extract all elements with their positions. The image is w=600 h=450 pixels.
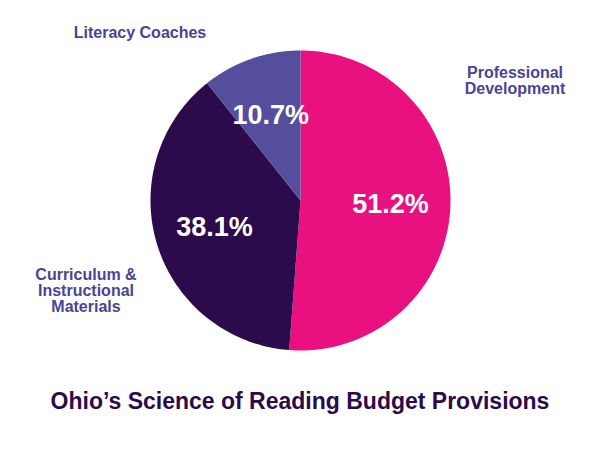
svg-text:Literacy Coaches: Literacy Coaches — [74, 24, 207, 41]
svg-text:ProfessionalDevelopment: ProfessionalDevelopment — [465, 64, 566, 97]
svg-text:Curriculum &InstructionalMater: Curriculum &InstructionalMaterials — [35, 266, 137, 315]
html-text:Ohio’s Science of Reading Budg: Ohio’s Science of Reading Budget Provisi… — [50, 388, 550, 414]
svg-text:51.2%: 51.2% — [352, 189, 429, 219]
svg-text:10.7%: 10.7% — [233, 100, 310, 130]
svg-text:38.1%: 38.1% — [176, 212, 253, 242]
